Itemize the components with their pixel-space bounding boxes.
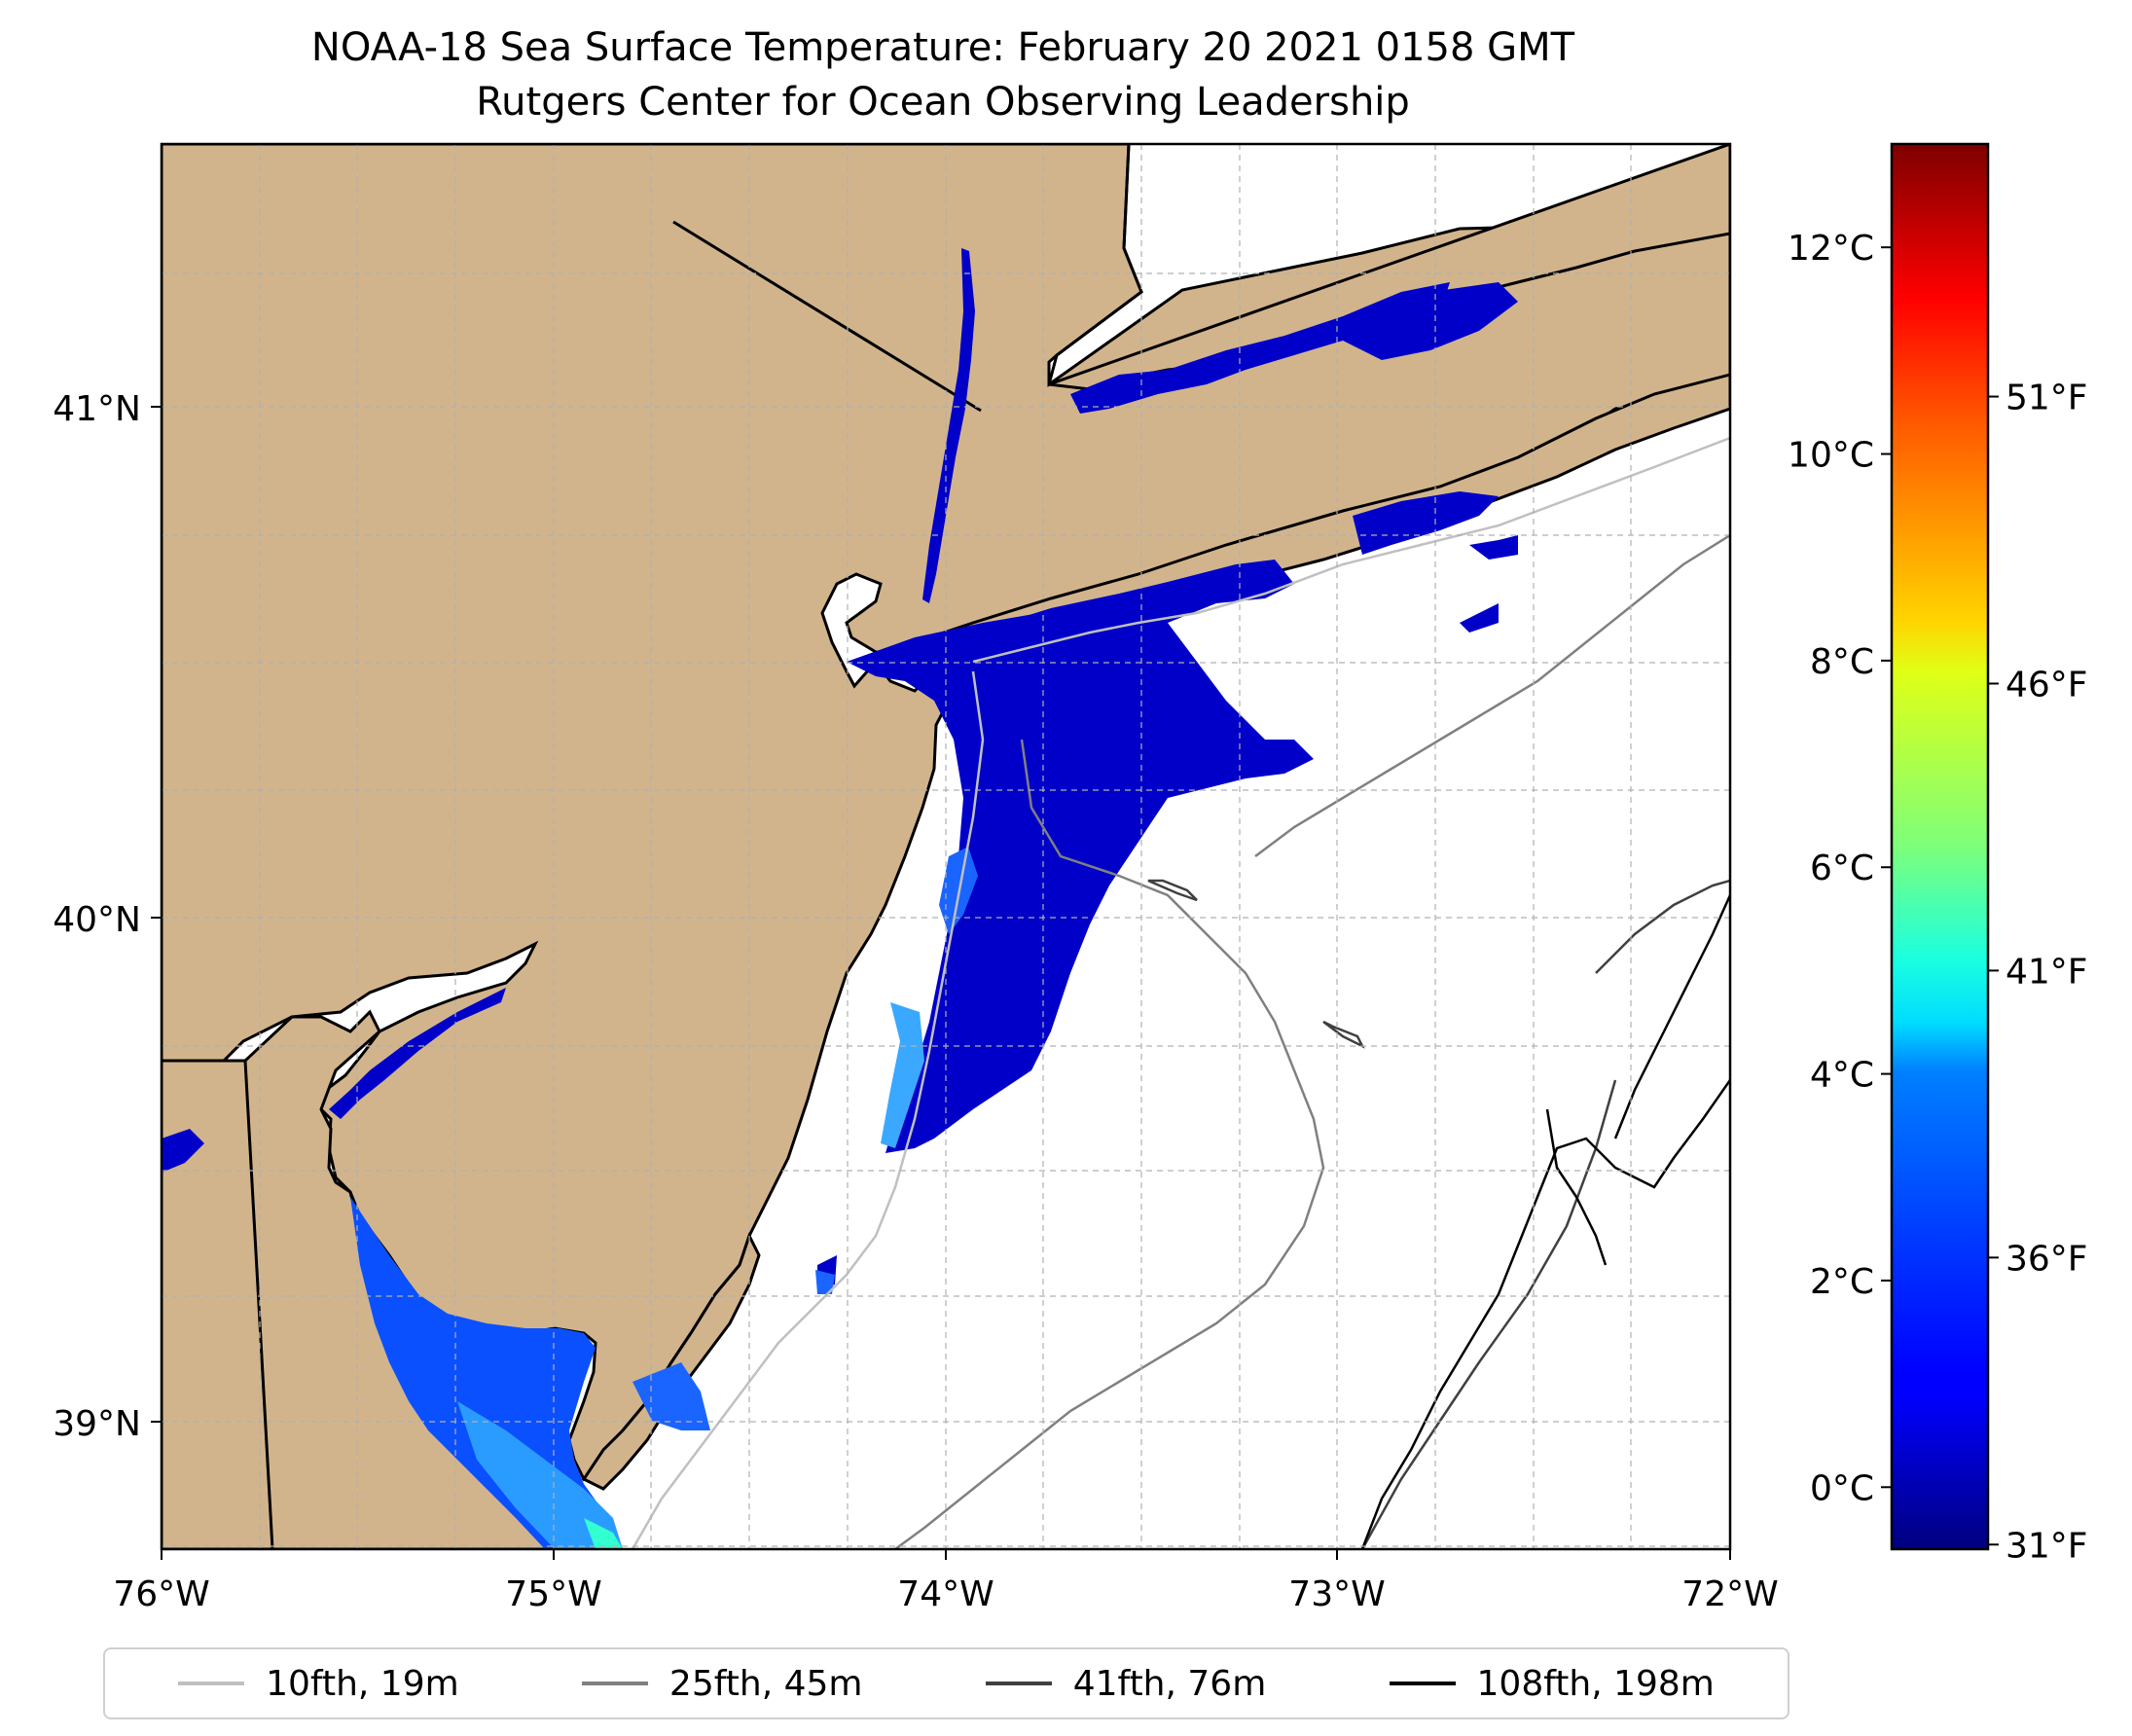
x-tick-labels: 76°W 75°W 74°W 73°W 72°W (113, 1574, 1778, 1614)
sst-warmer-patches (350, 847, 978, 1549)
x-axis-ticks (161, 1549, 1731, 1560)
colorbar-fahrenheit-label: 46°F (2006, 665, 2088, 705)
colorbar-celsius-axis: 0°C 2°C 4°C 6°C 8°C 10°C 12°C (1788, 229, 1892, 1508)
legend-item: 25fth, 45m (581, 1663, 863, 1704)
legend-item: 108fth, 198m (1389, 1663, 1715, 1704)
legend-swatch (581, 1682, 648, 1685)
colorbar-fahrenheit-label: 36°F (2006, 1239, 2088, 1279)
land-cape-may (581, 1232, 761, 1491)
legend-label: 25fth, 45m (669, 1663, 863, 1704)
colorbar-celsius-label: 6°C (1810, 849, 1874, 888)
x-tick-label: 76°W (113, 1574, 209, 1614)
legend-item: 10fth, 19m (178, 1664, 459, 1704)
x-tick-label: 74°W (897, 1574, 994, 1614)
y-axis-ticks (151, 406, 162, 1423)
gridlines (162, 144, 1730, 1549)
state-border (672, 220, 982, 413)
legend-swatch (178, 1682, 245, 1685)
legend-item: 41fth, 76m (985, 1663, 1267, 1704)
y-tick-label: 39°N (53, 1404, 141, 1444)
legend-label: 108fth, 198m (1476, 1663, 1715, 1704)
legend-label: 41fth, 76m (1072, 1663, 1267, 1704)
sst-field (162, 248, 1518, 1289)
x-tick-label: 73°W (1288, 1574, 1385, 1614)
legend-swatch (985, 1682, 1052, 1685)
legend: 10fth, 19m 25fth, 45m 41fth, 76m 108fth,… (103, 1647, 1789, 1719)
colorbar-fahrenheit-label: 41°F (2006, 952, 2088, 992)
state-border (1047, 144, 1143, 385)
chart-title: NOAA-18 Sea Surface Temperature: Februar… (310, 25, 1575, 70)
colorbar-fahrenheit-axis: 31°F 36°F 41°F 46°F 51°F (1988, 379, 2088, 1566)
colorbar (1890, 142, 1990, 1551)
x-tick-label: 75°W (505, 1574, 601, 1614)
legend-label: 10fth, 19m (266, 1663, 459, 1704)
colorbar-celsius-label: 4°C (1810, 1056, 1874, 1096)
colorbar-celsius-label: 0°C (1810, 1468, 1874, 1508)
x-tick-label: 72°W (1681, 1574, 1778, 1614)
y-tick-label: 41°N (53, 389, 141, 429)
chart-subtitle: Rutgers Center for Ocean Observing Leade… (476, 80, 1410, 125)
legend-swatch (1389, 1682, 1456, 1685)
colorbar-celsius-label: 2°C (1810, 1262, 1874, 1302)
state-border (243, 1060, 274, 1549)
y-tick-labels: 39°N 40°N 41°N (53, 389, 141, 1444)
y-tick-label: 40°N (53, 900, 141, 940)
colorbar-celsius-label: 12°C (1788, 229, 1874, 269)
colorbar-fahrenheit-label: 51°F (2006, 379, 2088, 418)
colorbar-celsius-label: 8°C (1810, 642, 1874, 682)
colorbar-celsius-label: 10°C (1788, 436, 1874, 476)
bathymetry-contours (631, 436, 1730, 1549)
colorbar-fahrenheit-label: 31°F (2006, 1526, 2088, 1566)
